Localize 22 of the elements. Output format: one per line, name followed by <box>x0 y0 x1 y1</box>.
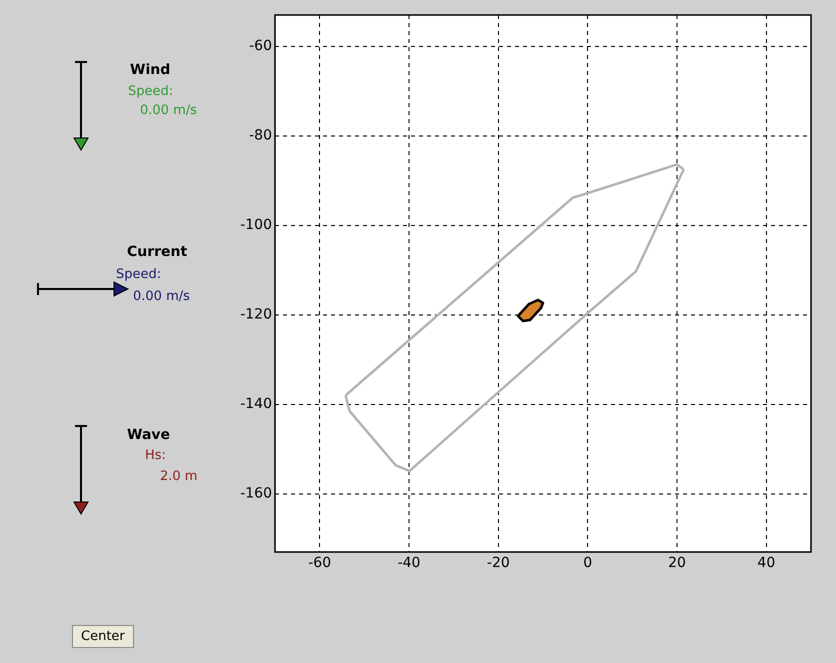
x-tick-label: 20 <box>668 555 686 572</box>
y-tick-label: -160 <box>240 485 272 502</box>
y-tick-label: -140 <box>240 396 272 412</box>
text: 2.0 m <box>160 469 198 484</box>
text: Wave <box>127 427 170 443</box>
x-tick-label: -60 <box>308 555 332 572</box>
y-tick-label: -100 <box>240 216 272 233</box>
text: Hs: <box>145 448 166 463</box>
text: Speed: <box>116 267 162 282</box>
x-tick-label: 0 <box>583 555 592 572</box>
y-tick-label: -60 <box>249 38 272 54</box>
y-tick-label: -80 <box>249 127 272 144</box>
x-tick-label: -20 <box>486 555 510 572</box>
y-tick-label: -120 <box>240 306 272 322</box>
text: 0.00 m/s <box>140 103 197 118</box>
text: Wind <box>130 62 170 78</box>
text: Current <box>127 244 188 260</box>
x-tick-label: -40 <box>398 555 420 572</box>
x-tick-label: 40 <box>757 555 776 572</box>
text: 0.00 m/s <box>133 289 190 304</box>
text: Speed: <box>128 84 174 99</box>
text: Center <box>72 625 134 648</box>
